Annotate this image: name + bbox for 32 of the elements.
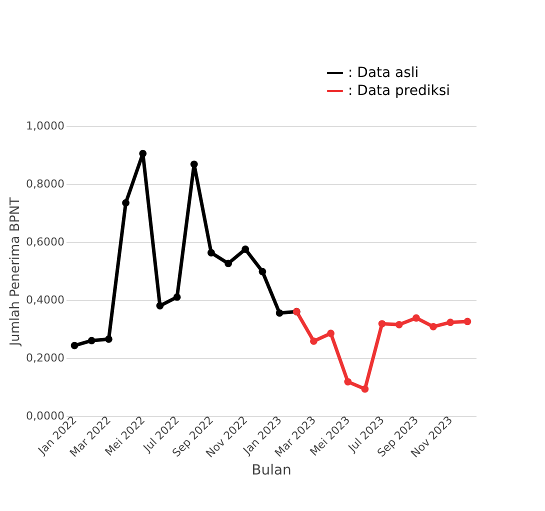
y-tick-label: 0,8000	[26, 178, 64, 190]
point	[70, 342, 78, 350]
point	[139, 150, 147, 158]
y-tick-label: 0,4000	[26, 294, 64, 306]
point	[190, 160, 198, 168]
y-axis-title: Jumlah Penerima BPNT	[8, 197, 24, 347]
point	[430, 322, 437, 330]
point	[173, 293, 181, 301]
point	[464, 318, 472, 326]
point	[378, 320, 386, 328]
y-tick-label: 0,6000	[26, 236, 64, 248]
legend-label: : Data asli	[348, 65, 419, 81]
point	[258, 268, 266, 276]
point	[361, 385, 369, 393]
point	[310, 337, 318, 345]
point	[242, 246, 250, 253]
point	[88, 336, 96, 344]
point	[327, 330, 334, 338]
point	[122, 199, 130, 207]
point	[446, 318, 454, 326]
point	[344, 378, 352, 386]
point	[105, 335, 112, 343]
y-tick-label: 1,0000	[26, 120, 64, 132]
point	[276, 309, 284, 317]
x-axis-title: Bulan	[252, 462, 292, 478]
point	[208, 249, 215, 256]
legend-label: : Data prediksi	[348, 83, 450, 99]
point	[395, 320, 403, 328]
point	[224, 260, 232, 268]
point	[156, 302, 164, 310]
point	[412, 314, 420, 322]
y-tick-label: 0,2000	[26, 352, 64, 364]
